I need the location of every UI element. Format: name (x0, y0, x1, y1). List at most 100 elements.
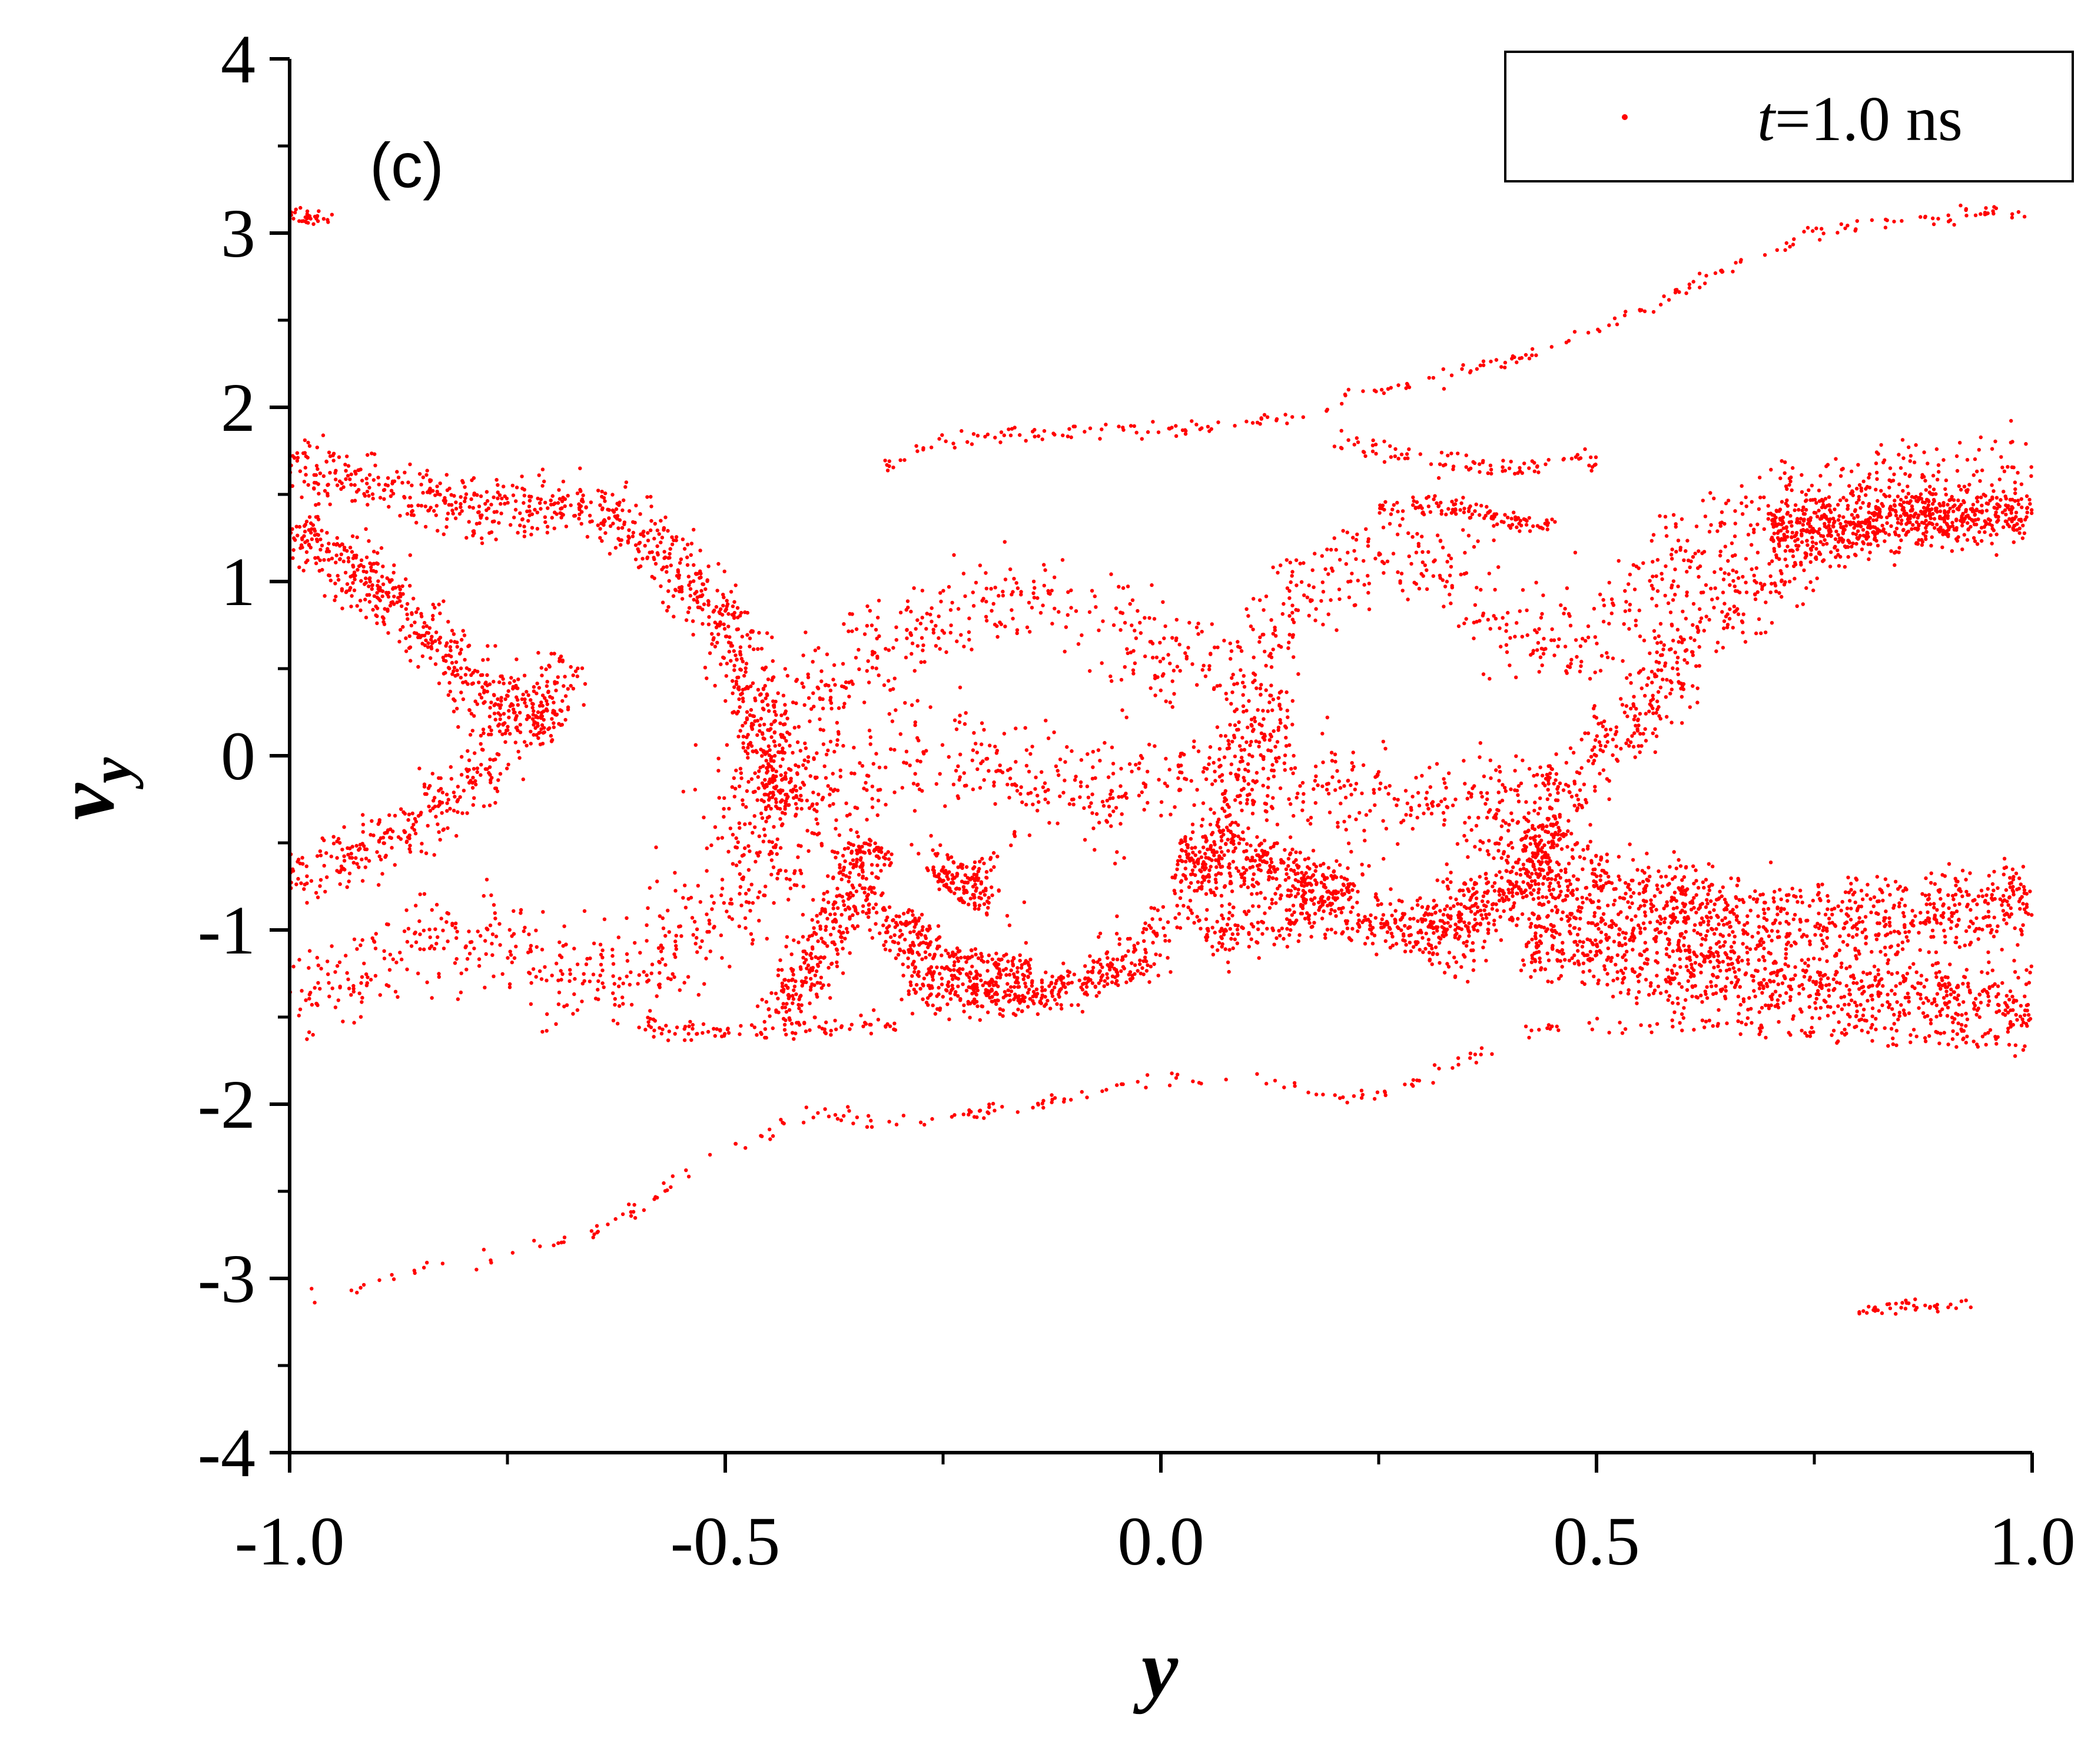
data-point (1922, 450, 1926, 454)
data-point (658, 971, 662, 975)
data-point (540, 484, 545, 488)
data-point (734, 682, 739, 686)
data-point (725, 662, 729, 666)
data-point (751, 901, 755, 905)
data-point (1726, 559, 1730, 563)
data-point (798, 868, 802, 873)
data-point (559, 709, 564, 713)
data-point (898, 732, 903, 736)
data-point (786, 803, 791, 808)
data-point (430, 772, 434, 776)
data-point (1000, 770, 1005, 775)
data-point (2019, 497, 2023, 501)
data-point (446, 939, 450, 944)
data-point (1312, 787, 1316, 791)
data-point (1091, 826, 1096, 830)
data-point (824, 776, 828, 780)
data-point (810, 831, 814, 835)
data-point (1681, 609, 1685, 614)
data-point (937, 614, 941, 619)
data-point (1078, 795, 1082, 799)
data-point (784, 869, 788, 873)
data-point (870, 652, 875, 657)
data-point (405, 939, 410, 944)
data-point (732, 668, 736, 672)
data-point (1242, 776, 1246, 780)
data-point (1513, 634, 1517, 639)
data-point (1734, 570, 1738, 574)
data-point (765, 750, 769, 755)
data-point (474, 782, 478, 787)
data-point (477, 521, 482, 525)
data-point (577, 502, 581, 506)
data-point (1861, 479, 1866, 484)
data-point (707, 615, 711, 619)
data-point (1619, 697, 1623, 701)
data-point (1283, 768, 1287, 772)
data-point (1894, 526, 1899, 531)
data-point (455, 645, 459, 649)
data-point (1207, 667, 1212, 672)
data-point (1785, 544, 1790, 549)
data-point (342, 854, 346, 858)
data-point (487, 770, 491, 775)
data-point (600, 948, 605, 952)
data-point (442, 672, 446, 676)
data-point (737, 697, 741, 702)
data-point (1611, 753, 1615, 758)
data-point (748, 713, 752, 717)
data-point (556, 675, 560, 679)
data-point (952, 553, 956, 557)
data-point (1508, 636, 1512, 640)
data-point (1475, 922, 1479, 926)
data-point (1982, 493, 1986, 497)
data-point (648, 886, 652, 890)
data-point (399, 627, 403, 632)
data-point (1697, 664, 1701, 668)
data-point (1475, 586, 1479, 590)
data-point (1290, 574, 1294, 578)
data-point (522, 740, 527, 744)
data-point (1170, 679, 1174, 683)
data-point (698, 606, 702, 610)
data-point (485, 767, 489, 771)
data-point (317, 491, 321, 496)
data-point (1983, 530, 1987, 534)
data-point (1793, 561, 1797, 565)
data-point (1588, 677, 1592, 681)
data-point (1372, 791, 1376, 795)
data-point (947, 755, 951, 759)
data-point (506, 956, 510, 960)
data-point (516, 530, 520, 535)
data-point (1177, 642, 1181, 647)
data-point (611, 974, 615, 978)
data-point (836, 730, 841, 734)
data-point (686, 610, 691, 614)
data-point (662, 565, 666, 570)
data-point (364, 527, 368, 531)
data-point (307, 515, 312, 519)
data-point (1058, 758, 1063, 762)
data-point (1780, 500, 1784, 504)
data-point (298, 861, 302, 866)
data-point (1910, 504, 1914, 509)
data-point (515, 486, 519, 490)
data-point (1110, 679, 1114, 683)
data-point (1212, 760, 1216, 765)
data-point (1449, 601, 1453, 606)
data-point (1274, 634, 1278, 638)
data-point (783, 703, 787, 707)
data-point (1578, 669, 1582, 674)
data-point (426, 786, 431, 790)
data-point (537, 730, 542, 735)
data-point (1897, 546, 1901, 550)
data-point (649, 494, 653, 499)
data-point (372, 594, 377, 598)
data-point (380, 594, 384, 599)
data-point (646, 531, 650, 535)
data-point (1735, 589, 1740, 593)
data-point (409, 623, 414, 627)
data-point (2025, 510, 2029, 514)
data-point (1828, 504, 1832, 508)
data-point (627, 509, 632, 513)
